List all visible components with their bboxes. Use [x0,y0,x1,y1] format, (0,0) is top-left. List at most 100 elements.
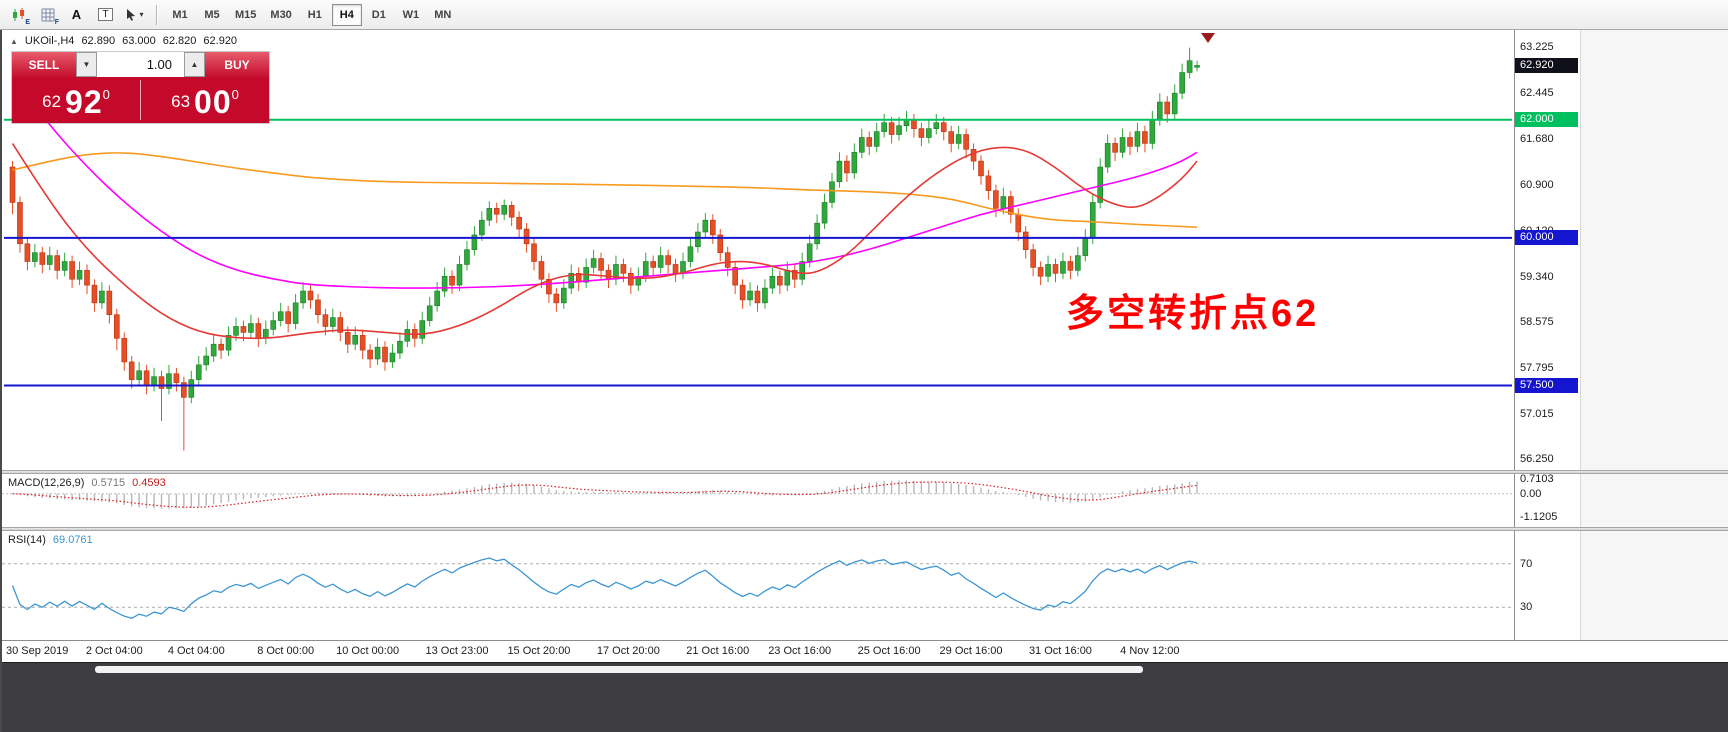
chart-ohlc-header: ▲ UKOil-,H4 62.890 63.000 62.820 62.920 [10,35,237,48]
candlestick-icon [12,7,24,21]
timeframe-button-MN[interactable]: MN [428,4,458,26]
ohlc-close: 62.920 [203,35,238,47]
caret-down-icon: ▼ [82,60,91,69]
price-axis-tick: 59.340 [1520,270,1554,283]
macd-axis[interactable]: 0.7103 0.00 -1.1205 [1514,472,1580,527]
chart-template-button[interactable]: E [5,3,32,27]
sell-price[interactable]: 62 920 [12,83,140,118]
text-box-icon: T [98,8,113,21]
text-box-button[interactable]: T [92,3,119,27]
macd-value-main: 0.5715 [91,477,126,489]
timeframe-button-M30[interactable]: M30 [264,4,297,26]
time-axis-label: 29 Oct 16:00 [939,645,1003,657]
rsi-plot[interactable]: RSI(14) 69.0761 [2,531,1514,640]
macd-axis-label: 0.00 [1520,487,1542,500]
rsi-header: RSI(14) 69.0761 [8,534,93,546]
price-axis-tick: 63.225 [1520,41,1554,54]
time-axis-label: 21 Oct 16:00 [686,645,750,657]
macd-axis-label: -1.1205 [1520,511,1558,524]
hline-tag-62000: 62.000 [1515,112,1578,128]
ohlc-high: 63.000 [122,35,156,47]
right-margin [1580,531,1728,640]
volume-decrease-button[interactable]: ▼ [76,52,97,77]
macd-signal-line [12,481,1198,508]
rsi-axis-label: 70 [1520,557,1533,570]
rsi-line [11,557,1198,620]
sell-button[interactable]: SELL [12,52,76,77]
ma-medium-magenta [11,77,1198,289]
grid-button[interactable]: F [34,3,61,27]
rsi-value: 69.0761 [52,534,93,546]
time-axis-label: 4 Oct 04:00 [167,645,225,657]
macd-pane: MACD(12,26,9) 0.5715 0.4593 0.7103 0.00 -1… [2,472,1728,527]
rsi-axis-label: 30 [1520,601,1533,614]
rsi-axis[interactable]: 70 30 [1514,531,1580,640]
price-axis-tick: 57.015 [1520,408,1554,421]
volume-input[interactable]: 1.00 [97,52,184,77]
buy-price[interactable]: 63 000 [141,83,269,118]
ma-fast-red [11,142,1198,340]
right-margin [1580,30,1728,470]
button-badge: F [54,18,59,26]
price-pane: ▲ UKOil-,H4 62.890 63.000 62.820 62.920 … [2,30,1728,470]
timeframe-button-M15[interactable]: M15 [229,4,262,26]
timeframe-button-H1[interactable]: H1 [300,4,330,26]
price-axis-tick: 57.795 [1520,362,1554,375]
price-axis-tick: 62.445 [1520,87,1554,100]
timeframe-button-D1[interactable]: D1 [364,4,394,26]
bottom-area [2,662,1728,732]
macd-header: MACD(12,26,9) 0.5715 0.4593 [8,477,166,489]
timeframe-button-H4[interactable]: H4 [331,3,362,26]
chart-icon: ▲ [10,37,18,46]
timeframe-button-M1[interactable]: M1 [165,4,195,26]
sell-price-pips: 92 [65,83,103,120]
volume-increase-button[interactable]: ▲ [184,52,205,77]
price-axis[interactable]: 63.22562.44561.68060.90060.12059.34058.5… [1514,30,1580,470]
macd-title: MACD(12,26,9) [8,477,85,489]
caret-down-icon: ▾ [139,10,144,19]
time-axis-label: 4 Nov 12:00 [1120,645,1180,657]
macd-value-signal: 0.4593 [132,477,166,489]
timeframe-group: M1 M5 M15 M30 H1 H4 D1 W1 MN [165,3,458,26]
price-axis-tick: 58.575 [1520,316,1554,329]
let-a-icon: A [71,7,82,22]
panel-splitter[interactable] [2,470,1728,474]
right-margin [1580,474,1728,527]
timeframe-button-W1[interactable]: W1 [396,4,426,26]
time-axis-label: 30 Sep 2019 [6,645,69,657]
text-label-button[interactable]: A [63,3,90,27]
time-axis-label: 17 Oct 20:00 [596,645,660,657]
macd-axis-label: 0.7103 [1520,472,1554,485]
hline-tag-60000: 60.000 [1515,230,1578,246]
rsi-pane: RSI(14) 69.0761 70 30 [2,531,1728,640]
time-axis-label: 2 Oct 04:00 [85,645,143,657]
grid-icon [41,8,54,21]
time-axis-label: 31 Oct 16:00 [1028,645,1092,657]
macd-plot[interactable]: MACD(12,26,9) 0.5715 0.4593 [2,474,1514,527]
ohlc-open: 62.890 [81,35,116,47]
time-axis-label: 15 Oct 20:00 [507,645,571,657]
macd-chart[interactable] [2,474,1514,527]
price-plot[interactable]: ▲ UKOil-,H4 62.890 63.000 62.820 62.920 … [2,30,1514,470]
price-divider [140,80,141,120]
rsi-chart[interactable] [2,531,1514,640]
chart-window: ▲ UKOil-,H4 62.890 63.000 62.820 62.920 … [0,30,1728,732]
current-price-tag: 62.920 [1515,57,1578,73]
hline-tag-57500: 57.500 [1515,378,1578,394]
horizontal-scrollbar-thumb[interactable] [95,666,1143,673]
cursor-icon [127,8,136,21]
ma-slow-orange [12,152,1198,229]
buy-button[interactable]: BUY [205,52,269,77]
sell-price-frac: 0 [102,86,110,102]
symbol-timeframe: UKOil-,H4 [24,35,75,47]
chart-shift-marker[interactable] [1201,33,1215,43]
time-axis[interactable]: 30 Sep 2019 2 Oct 04:00 4 Oct 04:00 8 Oct 0… [2,640,1728,662]
cursor-tool-button[interactable]: ▾ [121,3,148,27]
price-axis-tick: 60.900 [1520,178,1554,191]
time-axis-label: 13 Oct 23:00 [425,645,489,657]
sell-price-big: 62 [42,91,62,111]
panel-splitter[interactable] [2,527,1728,531]
timeframe-button-M5[interactable]: M5 [197,4,227,26]
caret-up-icon: ▲ [190,60,199,69]
